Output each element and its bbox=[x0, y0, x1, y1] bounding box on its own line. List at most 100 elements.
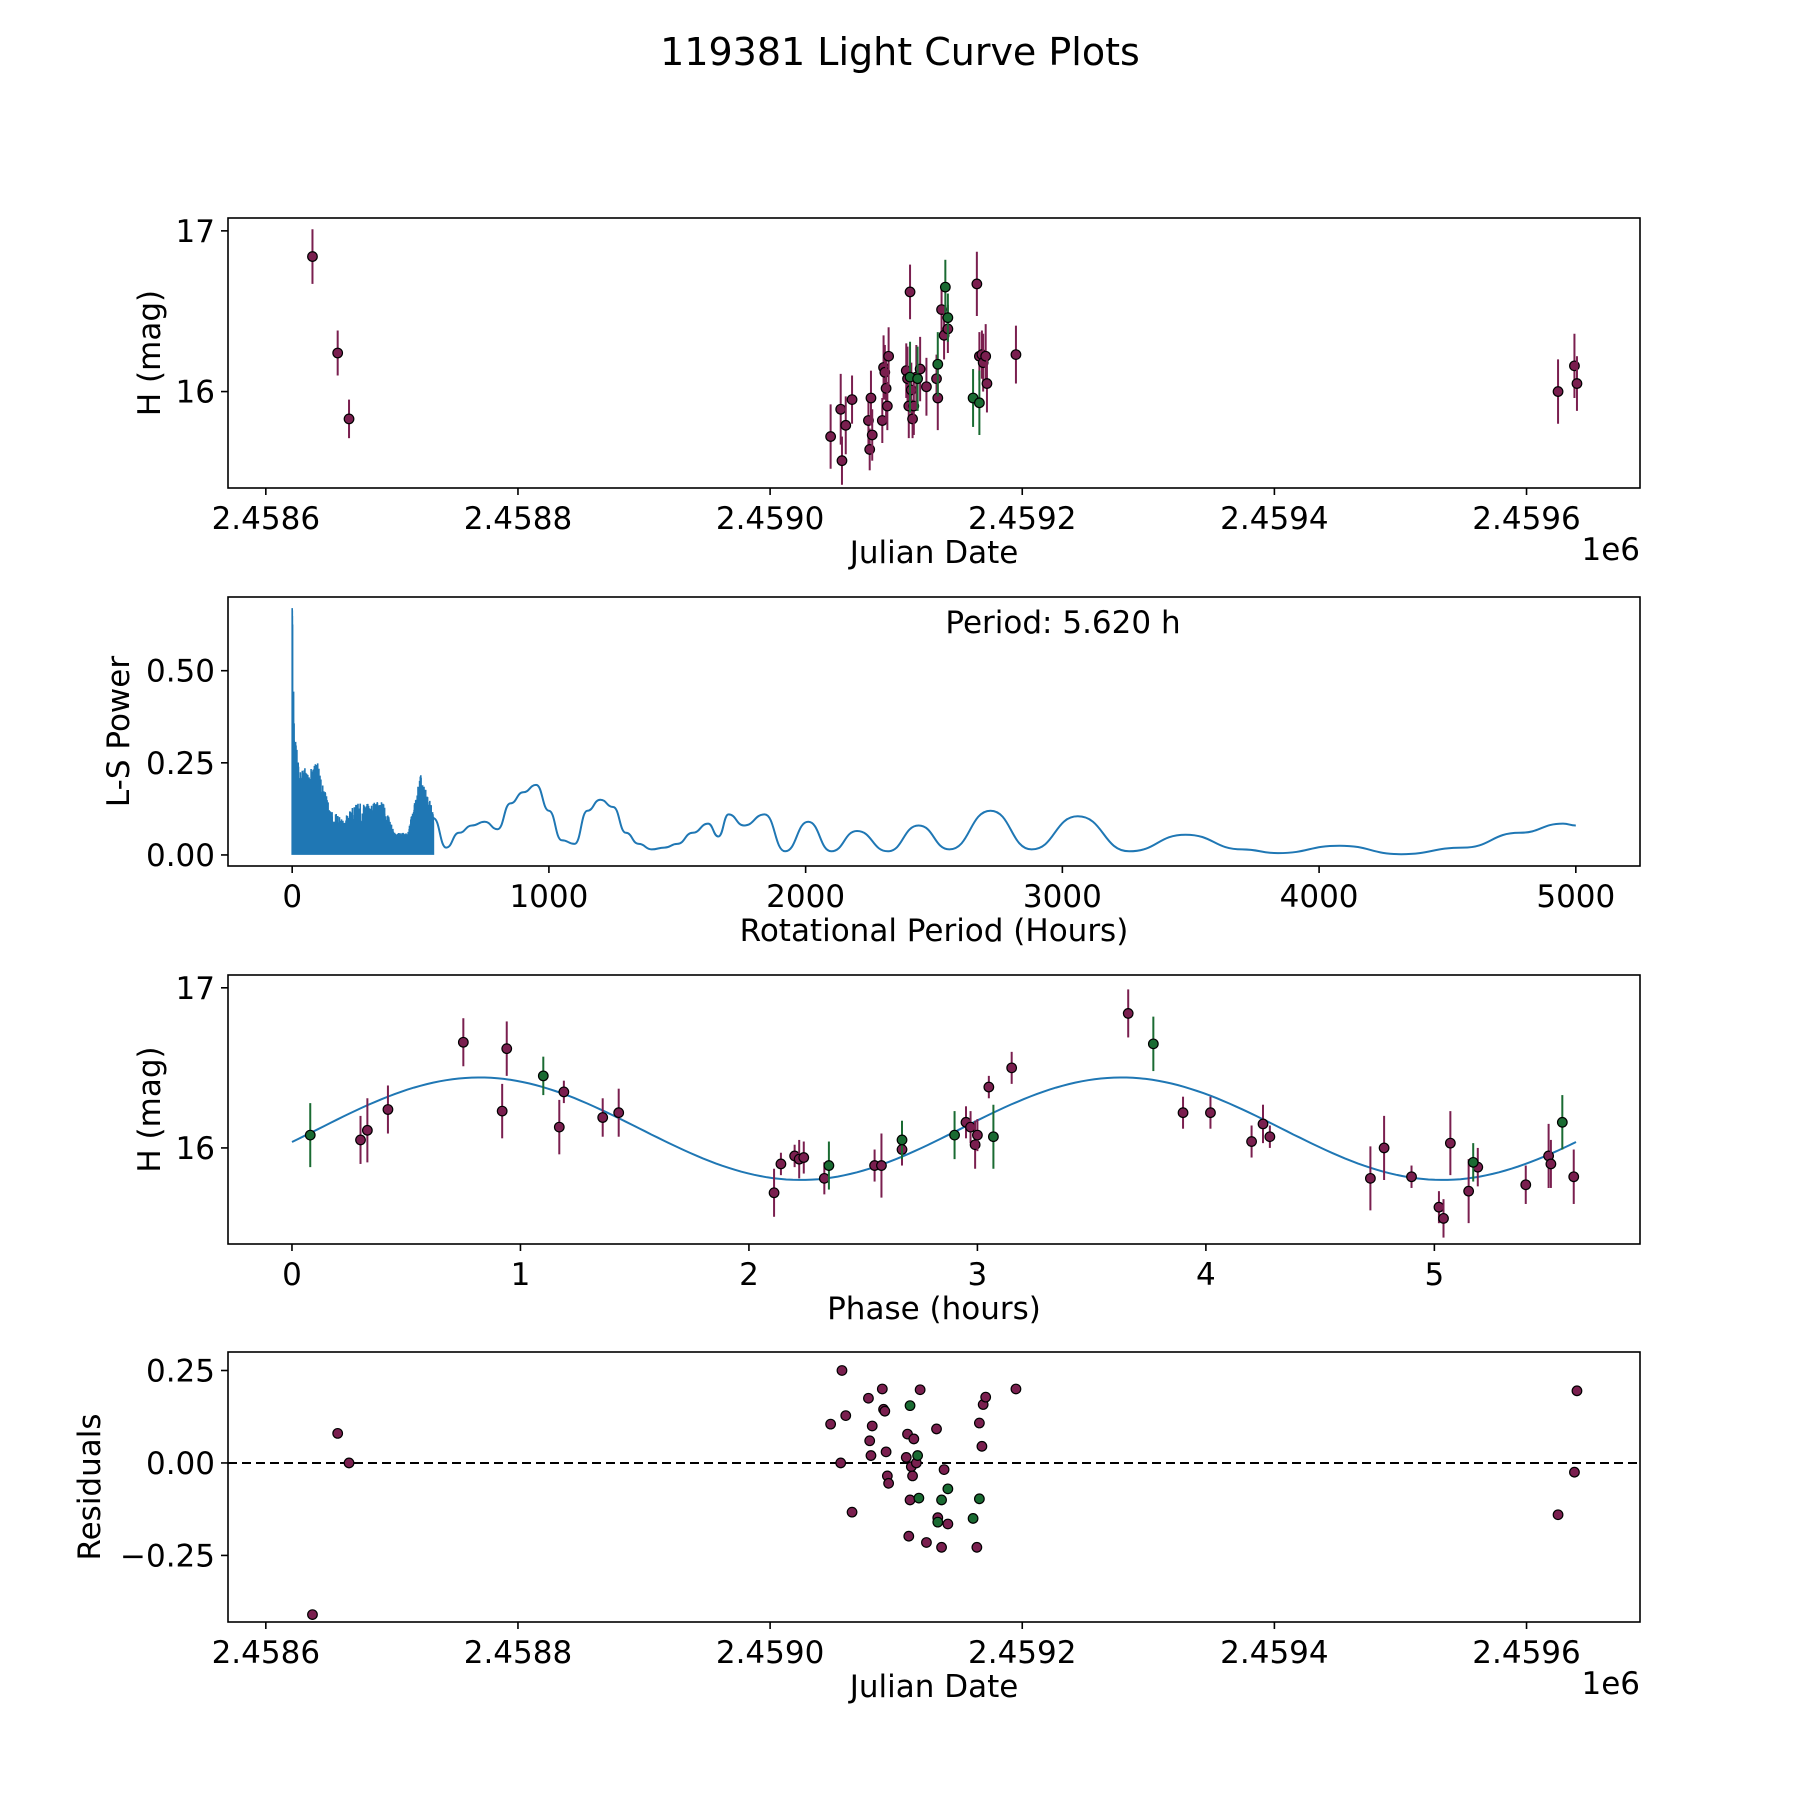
y-tick-label: 16 bbox=[176, 375, 215, 411]
x-axis-label: Julian Date bbox=[848, 1669, 1019, 1705]
x-tick-label: 2.4590 bbox=[716, 1635, 824, 1671]
data-point bbox=[1378, 1142, 1390, 1154]
data-point bbox=[973, 397, 985, 409]
x-tick-label: 2.4588 bbox=[464, 501, 572, 537]
green-series bbox=[904, 1400, 985, 1528]
data-point bbox=[332, 347, 344, 359]
data-point bbox=[597, 1112, 609, 1123]
data-point bbox=[904, 286, 916, 298]
data-point bbox=[825, 431, 837, 442]
green-series bbox=[904, 259, 985, 435]
data-point bbox=[981, 378, 993, 389]
data-point bbox=[1444, 1137, 1456, 1149]
light-curve-axes: 2.4586 2.4588 2.4590 2.4592 2.4594 2.4596 16 17… bbox=[132, 214, 1641, 571]
data-point bbox=[1122, 1008, 1134, 1019]
data-point bbox=[988, 1131, 999, 1143]
data-point bbox=[1556, 1116, 1568, 1128]
data-point bbox=[1246, 1136, 1257, 1147]
data-point bbox=[307, 1609, 318, 1621]
data-point bbox=[942, 1483, 954, 1495]
data-point bbox=[840, 1410, 852, 1422]
data-point bbox=[332, 1427, 344, 1439]
data-point bbox=[969, 1139, 981, 1151]
purple-series bbox=[355, 989, 1580, 1238]
data-point bbox=[971, 1541, 983, 1553]
data-point bbox=[1264, 1131, 1276, 1143]
data-point bbox=[912, 1450, 924, 1461]
y-tick-label: 0.50 bbox=[146, 654, 215, 690]
y-tick-label: 17 bbox=[176, 214, 215, 250]
x-axis-label: Phase (hours) bbox=[827, 1291, 1041, 1327]
x-offset-label: 1e6 bbox=[1581, 1666, 1640, 1702]
periodogram-axes: 0 1000 2000 3000 4000 5000 0.00 0.25 0.50 Rotatio… bbox=[101, 596, 1641, 949]
green-series bbox=[304, 1016, 1568, 1190]
data-point bbox=[980, 350, 992, 362]
phase-plot-data bbox=[291, 989, 1580, 1238]
data-point bbox=[967, 1513, 979, 1524]
data-point bbox=[501, 1043, 513, 1055]
light-curve-frame bbox=[227, 217, 1641, 489]
y-tick-label: 0.00 bbox=[146, 1446, 215, 1482]
data-point bbox=[1205, 1107, 1216, 1119]
x-tick-label: 2.4586 bbox=[212, 501, 320, 537]
data-point bbox=[768, 1187, 780, 1199]
data-point bbox=[949, 1129, 960, 1141]
data-point bbox=[907, 413, 918, 425]
data-point bbox=[846, 394, 858, 406]
data-point bbox=[496, 1105, 508, 1117]
data-point bbox=[965, 1121, 976, 1133]
purple-series bbox=[307, 1365, 1583, 1621]
periodogram-frame bbox=[227, 596, 1641, 867]
data-point bbox=[932, 1516, 944, 1528]
data-point bbox=[1545, 1158, 1557, 1170]
data-point bbox=[900, 1452, 912, 1463]
periodogram-line bbox=[432, 783, 1576, 856]
data-point bbox=[836, 1365, 848, 1376]
x-tick-label: 2000 bbox=[766, 879, 845, 915]
data-point bbox=[879, 1405, 891, 1417]
y-tick-label: −0.25 bbox=[120, 1538, 215, 1574]
x-tick-label: 2.4590 bbox=[716, 501, 824, 537]
data-point bbox=[1571, 1385, 1583, 1397]
x-tick-label: 2.4594 bbox=[1220, 501, 1328, 537]
data-point bbox=[912, 373, 924, 385]
sinusoid-fit-line bbox=[291, 1076, 1577, 1181]
x-tick-label: 2.4586 bbox=[212, 1635, 320, 1671]
data-point bbox=[846, 1506, 858, 1518]
x-tick-label: 5 bbox=[1425, 1257, 1445, 1293]
data-point bbox=[864, 1435, 876, 1447]
data-point bbox=[942, 312, 954, 324]
data-point bbox=[938, 1464, 950, 1476]
data-point bbox=[457, 1036, 469, 1048]
data-point bbox=[307, 251, 318, 262]
data-point bbox=[835, 1457, 847, 1469]
figure-title: 119381 Light Curve Plots bbox=[660, 30, 1140, 74]
y-tick-label: 0.25 bbox=[146, 746, 215, 782]
data-point bbox=[835, 403, 847, 415]
data-point bbox=[775, 1158, 787, 1170]
phase-plot-axes: 0 1 2 3 4 5 16 17 Phase (hours) H (mag) bbox=[132, 971, 1641, 1327]
data-point bbox=[936, 1541, 947, 1553]
data-point bbox=[904, 1400, 916, 1412]
data-point bbox=[932, 358, 944, 370]
x-tick-label: 2.4592 bbox=[968, 1635, 1076, 1671]
data-point bbox=[921, 1537, 932, 1548]
data-point bbox=[1520, 1179, 1532, 1191]
period-annotation: Period: 5.620 h bbox=[945, 605, 1180, 641]
x-tick-label: 2.4596 bbox=[1472, 1635, 1580, 1671]
y-tick-label: 0.25 bbox=[146, 1353, 215, 1389]
data-point bbox=[876, 1383, 888, 1395]
data-point bbox=[907, 1470, 918, 1482]
data-point bbox=[1571, 378, 1583, 389]
data-point bbox=[1463, 1185, 1475, 1197]
data-point bbox=[876, 1160, 887, 1171]
data-point bbox=[942, 1518, 954, 1530]
data-point bbox=[1257, 1118, 1269, 1130]
y-axis-label: H (mag) bbox=[132, 1046, 168, 1172]
data-point bbox=[1006, 1062, 1018, 1074]
data-point bbox=[1010, 349, 1022, 361]
light-curve-data bbox=[307, 229, 1583, 485]
x-tick-label: 3000 bbox=[1023, 879, 1102, 915]
data-point bbox=[972, 1129, 983, 1141]
